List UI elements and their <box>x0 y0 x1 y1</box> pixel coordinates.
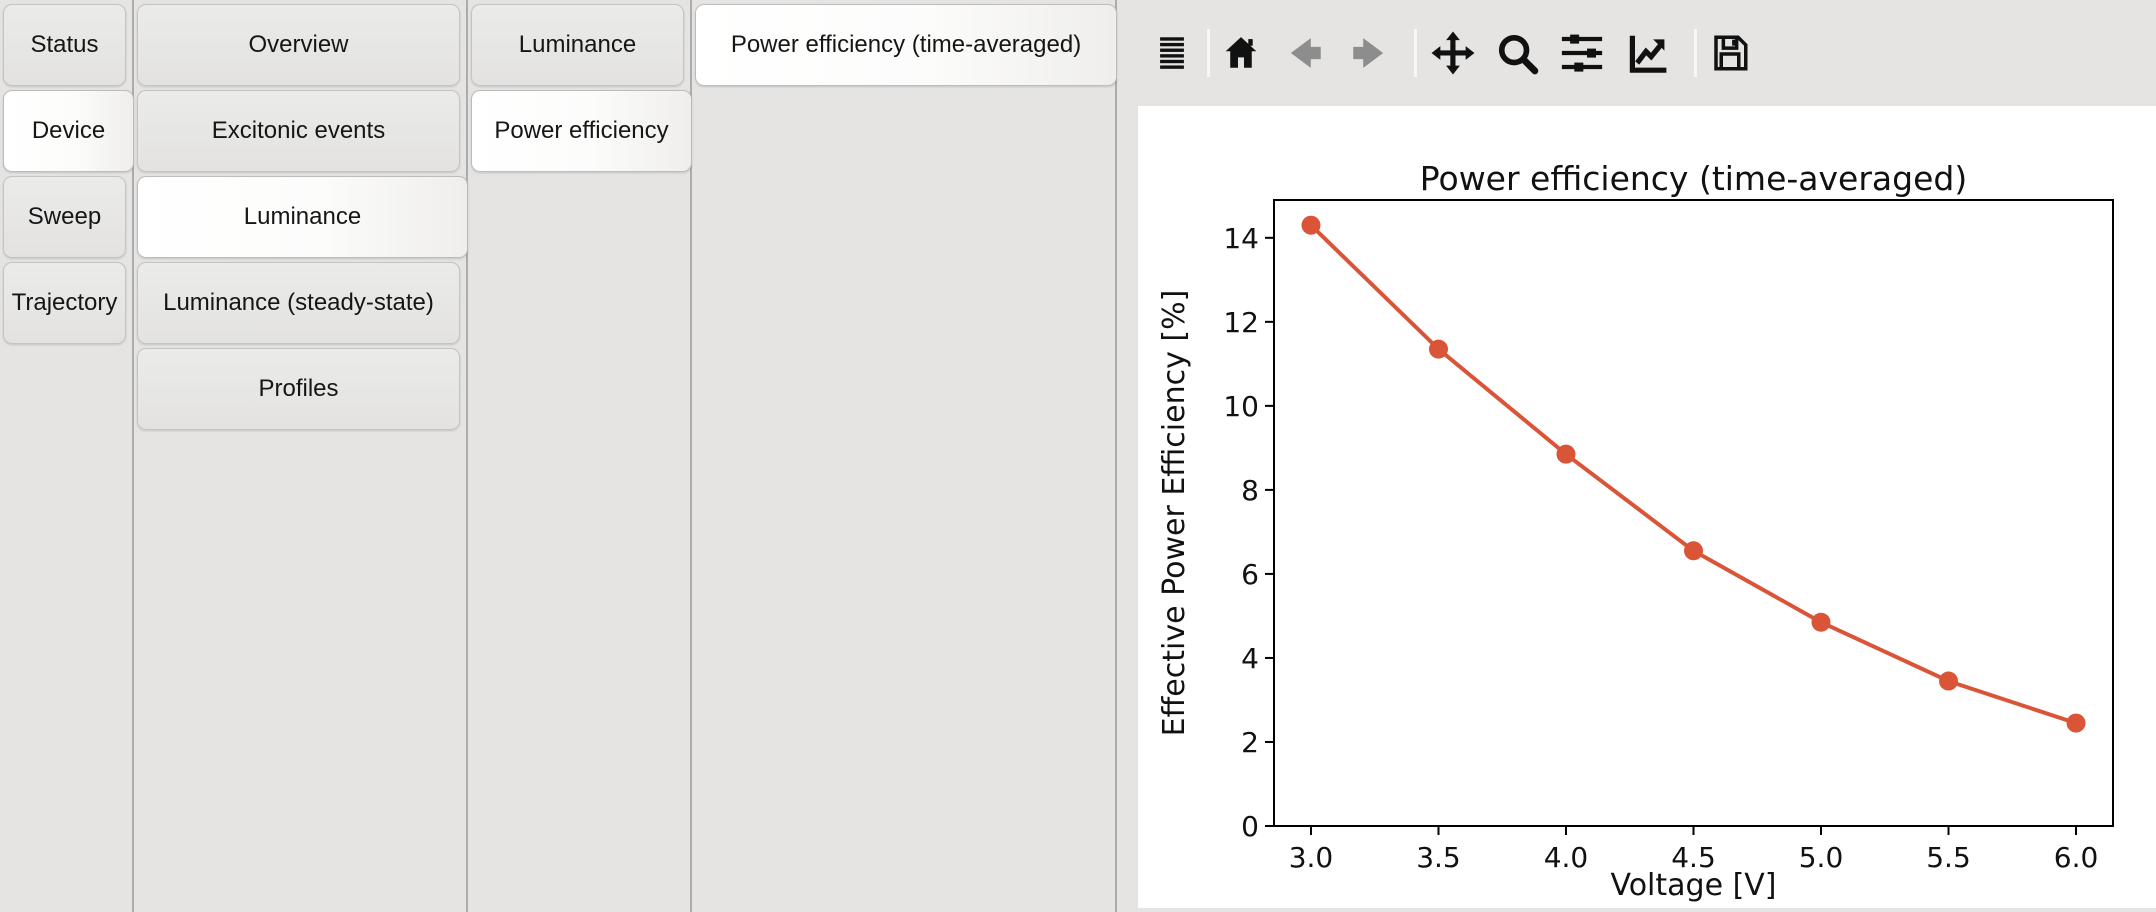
x-tick-label: 3.5 <box>1416 841 1461 874</box>
y-tick-label: 8 <box>1241 474 1259 507</box>
y-tick-label: 10 <box>1223 390 1259 423</box>
y-tick-label: 12 <box>1223 306 1259 339</box>
tab-column-level-4: Power efficiency (time-averaged) <box>692 0 1117 912</box>
y-tick-label: 2 <box>1241 726 1259 759</box>
tab-trajectory[interactable]: Trajectory <box>3 262 126 344</box>
main-panel: Power efficiency (time-averaged) 3.0 3.5 4.… <box>1117 0 2156 912</box>
tab-luminance-steady-state[interactable]: Luminance (steady-state) <box>137 262 460 344</box>
data-point-marker <box>1301 215 1321 235</box>
menu-lines-icon[interactable] <box>1147 0 1197 106</box>
zoom-icon[interactable] <box>1489 0 1545 106</box>
tab-status[interactable]: Status <box>3 4 126 86</box>
x-axis-label: Voltage [V] <box>1611 868 1777 903</box>
toolbar-separator <box>1694 29 1697 77</box>
tab-power-efficiency-time-averaged[interactable]: Power efficiency (time-averaged) <box>695 4 1117 86</box>
tab-column-level-3: Luminance Power efficiency <box>468 0 692 912</box>
subplots-icon[interactable] <box>1554 0 1610 106</box>
x-tick-label: 4.0 <box>1544 841 1589 874</box>
y-tick-label: 0 <box>1241 810 1259 843</box>
x-tick-label: 5.5 <box>1926 841 1971 874</box>
data-point-marker <box>1939 671 1959 691</box>
tab-profiles[interactable]: Profiles <box>137 348 460 430</box>
x-tick-label: 5.0 <box>1799 841 1844 874</box>
tab-device[interactable]: Device <box>3 90 134 172</box>
y-tick-label: 6 <box>1241 558 1259 591</box>
x-tick-label: 4.5 <box>1671 841 1716 874</box>
x-tick-label: 3.0 <box>1289 841 1334 874</box>
tab-sweep[interactable]: Sweep <box>3 176 126 258</box>
y-tick-label: 14 <box>1223 222 1259 255</box>
tab-power-efficiency[interactable]: Power efficiency <box>471 90 692 172</box>
figure-canvas[interactable]: Power efficiency (time-averaged) 3.0 3.5 4.… <box>1138 106 2156 908</box>
plot-toolbar <box>1117 0 2156 106</box>
tab-overview[interactable]: Overview <box>137 4 460 86</box>
plot-svg: Power efficiency (time-averaged) 3.0 3.5 4.… <box>1157 159 2114 903</box>
customize-icon[interactable] <box>1619 0 1677 106</box>
data-point-marker <box>1684 541 1703 561</box>
pan-icon[interactable] <box>1425 0 1481 106</box>
x-tick-label: 6.0 <box>2054 841 2099 874</box>
forward-icon[interactable] <box>1341 0 1397 106</box>
toolbar-separator <box>1207 29 1210 77</box>
data-point-marker <box>1428 339 1448 359</box>
y-tick-label: 4 <box>1241 642 1259 675</box>
tab-column-level-1: Status Device Sweep Trajectory <box>0 0 134 912</box>
back-icon[interactable] <box>1277 0 1333 106</box>
tab-excitonic-events[interactable]: Excitonic events <box>137 90 460 172</box>
tab-luminance[interactable]: Luminance <box>137 176 468 258</box>
data-point-marker <box>2066 713 2086 733</box>
series-line <box>1309 223 2078 726</box>
data-point-marker <box>1556 444 1576 464</box>
plot-title: Power efficiency (time-averaged) <box>1420 159 1967 198</box>
y-axis-label: Effective Power Efficiency [%] <box>1157 290 1192 737</box>
home-icon[interactable] <box>1213 0 1269 106</box>
save-icon[interactable] <box>1702 0 1758 106</box>
toolbar-separator <box>1414 29 1417 77</box>
tab-luminance[interactable]: Luminance <box>471 4 684 86</box>
data-point-marker <box>1811 612 1831 632</box>
tab-column-level-2: Overview Excitonic events Luminance Luminan… <box>134 0 468 912</box>
